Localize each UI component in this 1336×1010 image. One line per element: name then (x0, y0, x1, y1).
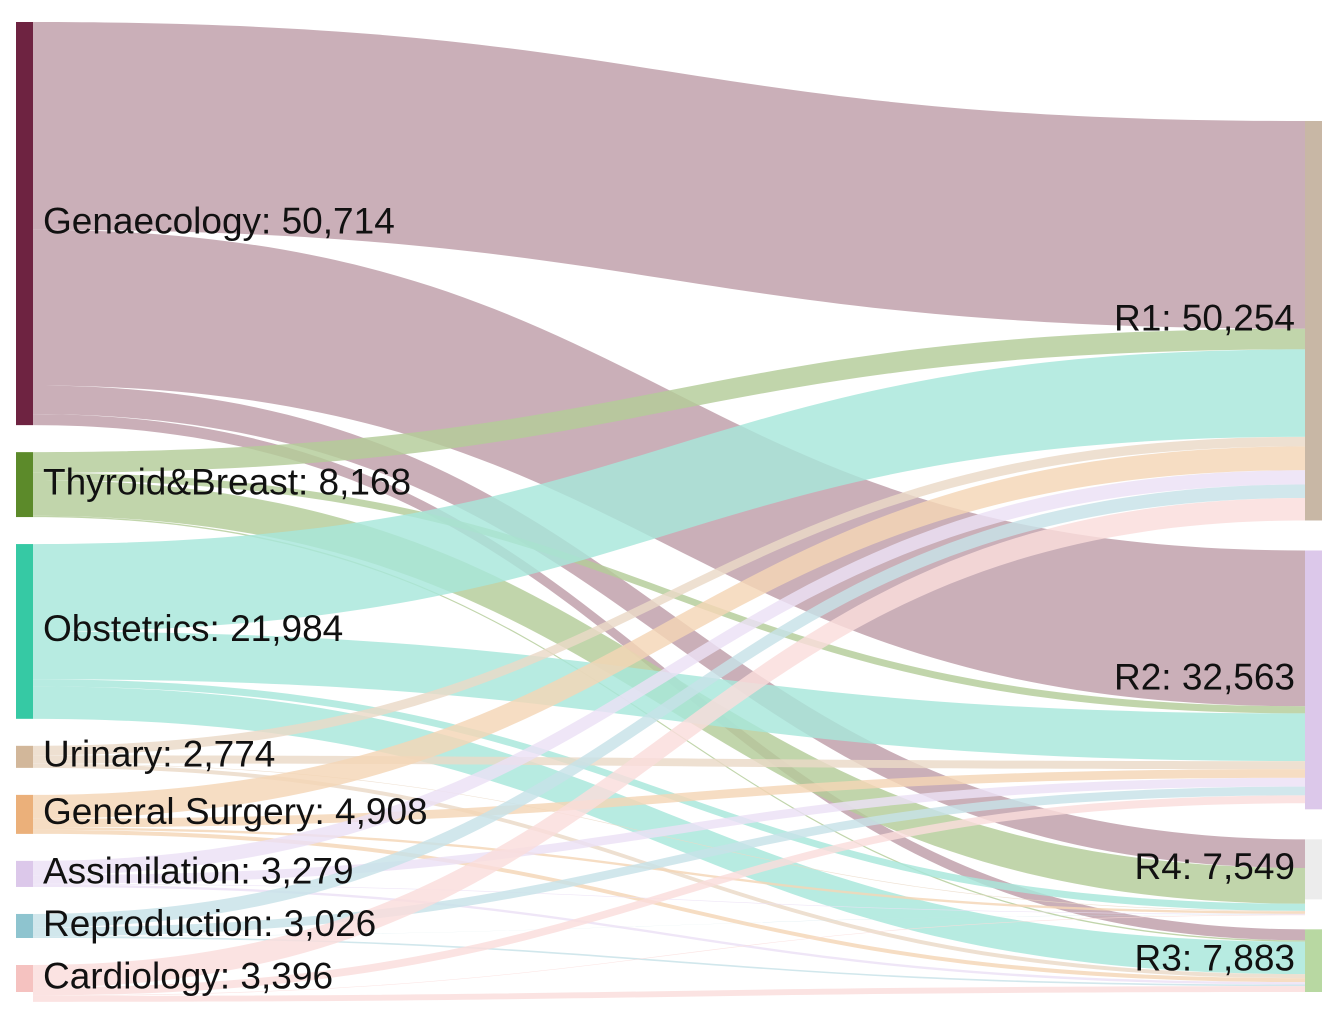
label-reproduction: Reproduction: 3,026 (43, 903, 376, 944)
link-general_surgery-to-r4 (33, 827, 1305, 914)
link-genaecology-to-r1 (33, 22, 1305, 329)
sankey-nodes (16, 22, 1322, 992)
label-r2: R2: 32,563 (1114, 657, 1295, 698)
node-assimilation (16, 860, 33, 887)
node-cardiology (16, 965, 33, 992)
node-r3 (1305, 929, 1322, 992)
label-cardiology: Cardiology: 3,396 (43, 955, 333, 996)
label-general_surgery: General Surgery: 4,908 (43, 791, 428, 832)
link-assimilation-to-r1 (33, 470, 1305, 876)
link-cardiology-to-r1 (33, 498, 1305, 988)
label-assimilation: Assimilation: 3,279 (43, 851, 354, 892)
link-assimilation-to-r2 (33, 777, 1305, 884)
link-reproduction-to-r2 (33, 786, 1305, 937)
link-reproduction-to-r1 (33, 484, 1305, 928)
label-r1: R1: 50,254 (1114, 298, 1295, 339)
link-general_surgery-to-r3 (33, 829, 1305, 983)
link-general_surgery-to-r2 (33, 769, 1305, 828)
label-r4: R4: 7,549 (1135, 846, 1295, 887)
link-urinary-to-r4 (33, 763, 1305, 912)
link-cardiology-to-r3 (33, 986, 1305, 1002)
label-urinary: Urinary: 2,774 (43, 734, 275, 775)
node-thyroid_breast (16, 452, 33, 518)
sankey-links (33, 22, 1305, 1002)
link-cardiology-to-r4 (33, 914, 1305, 996)
link-thyroid_breast-to-r1 (33, 328, 1305, 473)
node-genaecology (16, 22, 33, 426)
link-thyroid_breast-to-r3 (33, 515, 1305, 942)
link-reproduction-to-r4 (33, 914, 1305, 937)
node-r1 (1305, 121, 1322, 521)
label-genaecology: Genaecology: 50,714 (43, 200, 395, 241)
link-obstetrics-to-r1 (33, 349, 1305, 632)
link-assimilation-to-r3 (33, 884, 1305, 985)
sankey-labels: Genaecology: 50,714 Thyroid&Breast: 8,168… (43, 200, 1295, 996)
label-obstetrics: Obstetrics: 21,984 (43, 608, 343, 649)
node-reproduction (16, 913, 33, 939)
link-obstetrics-to-r2 (33, 631, 1305, 762)
node-r4 (1305, 839, 1322, 900)
node-urinary (16, 745, 33, 768)
node-r2 (1305, 550, 1322, 810)
link-general_surgery-to-r1 (33, 446, 1305, 819)
node-obstetrics (16, 544, 33, 719)
label-r3: R3: 7,883 (1135, 937, 1295, 978)
link-cardiology-to-r2 (33, 795, 1305, 996)
link-urinary-to-r1 (33, 436, 1305, 756)
link-reproduction-to-r3 (33, 936, 1305, 987)
node-general_surgery (16, 794, 33, 834)
label-thyroid_breast: Thyroid&Breast: 8,168 (43, 461, 411, 502)
